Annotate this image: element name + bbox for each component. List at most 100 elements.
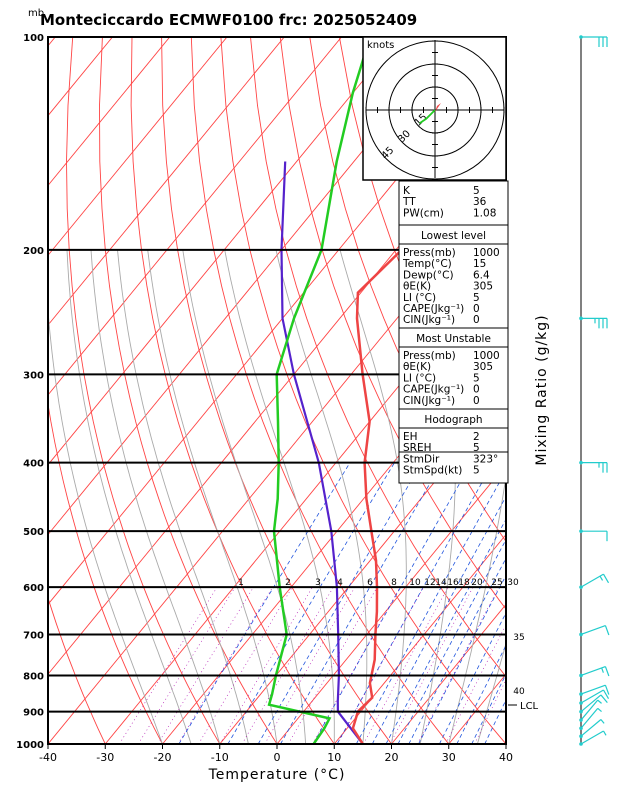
wind-barb (579, 625, 610, 637)
pressure-tick-label: 700 (23, 630, 44, 641)
x-axis-label: Temperature (°C) (208, 767, 346, 783)
pressure-unit-label: mb (28, 8, 44, 19)
wind-barb-half (600, 719, 605, 724)
mixing-ratio-label: 12 (424, 578, 435, 588)
mixing-ratio-label: 1 (238, 578, 244, 588)
pressure-tick-label: 800 (23, 671, 44, 682)
mixing-ratio-line (418, 574, 506, 744)
moist-adiabat (476, 641, 506, 744)
stats-label: θE(K) (403, 361, 431, 373)
stats-label: CIN(Jkg⁻¹) (403, 395, 455, 407)
stats-section-header: Hodograph (424, 414, 482, 426)
wind-barb-flag (602, 689, 610, 699)
stats-label: K (403, 185, 411, 197)
dry-adiabat (279, 37, 506, 610)
stats-value: 5 (473, 372, 480, 384)
stats-value: 1000 (473, 247, 500, 259)
stats-label: θE(K) (403, 281, 431, 293)
dry-adiabat (48, 596, 106, 744)
mixing-ratio-dotted (288, 587, 378, 744)
wind-barb (579, 707, 602, 731)
wind-barb (579, 684, 610, 696)
wind-barb (579, 460, 608, 473)
stats-value: 5 (473, 465, 480, 477)
stats-label: LI (°C) (403, 292, 436, 304)
pressure-tick-label: 100 (23, 33, 44, 44)
wind-barb (579, 35, 608, 47)
mixing-ratio-label: 2 (285, 578, 291, 588)
isotherm (276, 464, 506, 744)
isotherm (104, 254, 506, 744)
stats-label: PW(cm) (403, 207, 444, 219)
stats-value: 0 (473, 395, 480, 407)
dry-adiabat (606, 37, 618, 744)
wind-barb (579, 689, 610, 705)
mixing-ratio-dotted (177, 587, 273, 744)
temperature-tick-label: -20 (154, 751, 172, 764)
dry-adiabat (130, 37, 335, 744)
stats-table: K 5 TT 36 PW(cm) 1.08 Lowest level Press(mb) 100… (398, 180, 509, 484)
wind-barb-half (599, 575, 604, 581)
pressure-tick-label: 200 (23, 246, 44, 257)
stats-value: 323° (473, 453, 498, 465)
mixing-ratio-label: 8 (391, 578, 397, 588)
stats-value: 305 (473, 281, 493, 293)
wind-barb-staff (580, 666, 606, 677)
wind-barb-staff (580, 707, 599, 729)
mixing-ratio-dotted (198, 587, 293, 744)
wind-barb-staff (580, 719, 602, 737)
wind-barb-flag (604, 625, 610, 636)
dry-adiabat (66, 37, 221, 744)
mixing-ratio-dotted (417, 587, 500, 744)
temperature-tick-label: 0 (274, 751, 281, 764)
pressure-tick-label: 900 (23, 708, 44, 719)
wind-barb-flag (604, 685, 610, 695)
mixing-ratio-dotted (312, 587, 401, 744)
wind-barb-staff (580, 730, 604, 745)
stats-label: StmSpd(kt) (403, 465, 462, 477)
mixing-ratio-dotted (389, 587, 474, 744)
wind-barb-column (579, 35, 610, 746)
hodograph-trace (419, 109, 436, 124)
pressure-tick-label: 600 (23, 583, 44, 594)
stats-label: EH (403, 431, 418, 443)
wind-barb (579, 316, 608, 329)
lcl-label: LCL (520, 701, 539, 712)
stats-value: 5 (473, 292, 480, 304)
isotherm (391, 603, 506, 744)
isotherm (219, 394, 506, 744)
mixing-ratio-line (484, 699, 506, 744)
temperature-tick-label: 30 (442, 751, 456, 764)
mixing-ratio-label: 4 (337, 578, 343, 588)
stats-value: 2 (473, 431, 480, 443)
moist-adiabat (66, 249, 192, 744)
stats-frame (398, 180, 509, 484)
wind-barb (579, 730, 607, 746)
temperature-tick-label: -10 (211, 751, 229, 764)
stats-value: 0 (473, 384, 480, 396)
isotherm (48, 184, 506, 744)
moist-adiabat (90, 249, 221, 744)
pressure-tick-label: 500 (23, 527, 44, 538)
stats-value: 5 (473, 185, 480, 197)
moist-adiabat (48, 305, 163, 744)
isotherm (333, 533, 506, 744)
stats-label: CAPE(Jkg⁻¹) (403, 303, 464, 315)
dry-adiabat (48, 401, 163, 744)
mixing-ratio-dotted (241, 587, 334, 744)
isotherm (48, 37, 342, 396)
temperature-tick-label: -30 (96, 751, 114, 764)
mixing-ratio-dotted (337, 587, 424, 744)
mixing-ratio-label: 6 (367, 578, 373, 588)
mixing-ratio-dotted (219, 587, 313, 744)
wind-barb (579, 694, 608, 714)
mixing-ratio-label: 10 (409, 578, 421, 588)
mixing-ratio-axis-label: Mixing Ratio (g/kg) (534, 314, 550, 465)
mixing-ratio-line (355, 469, 506, 744)
mixing-ratio-line (439, 612, 506, 744)
moist-adiabat (117, 249, 249, 744)
dry-adiabat (547, 37, 618, 744)
